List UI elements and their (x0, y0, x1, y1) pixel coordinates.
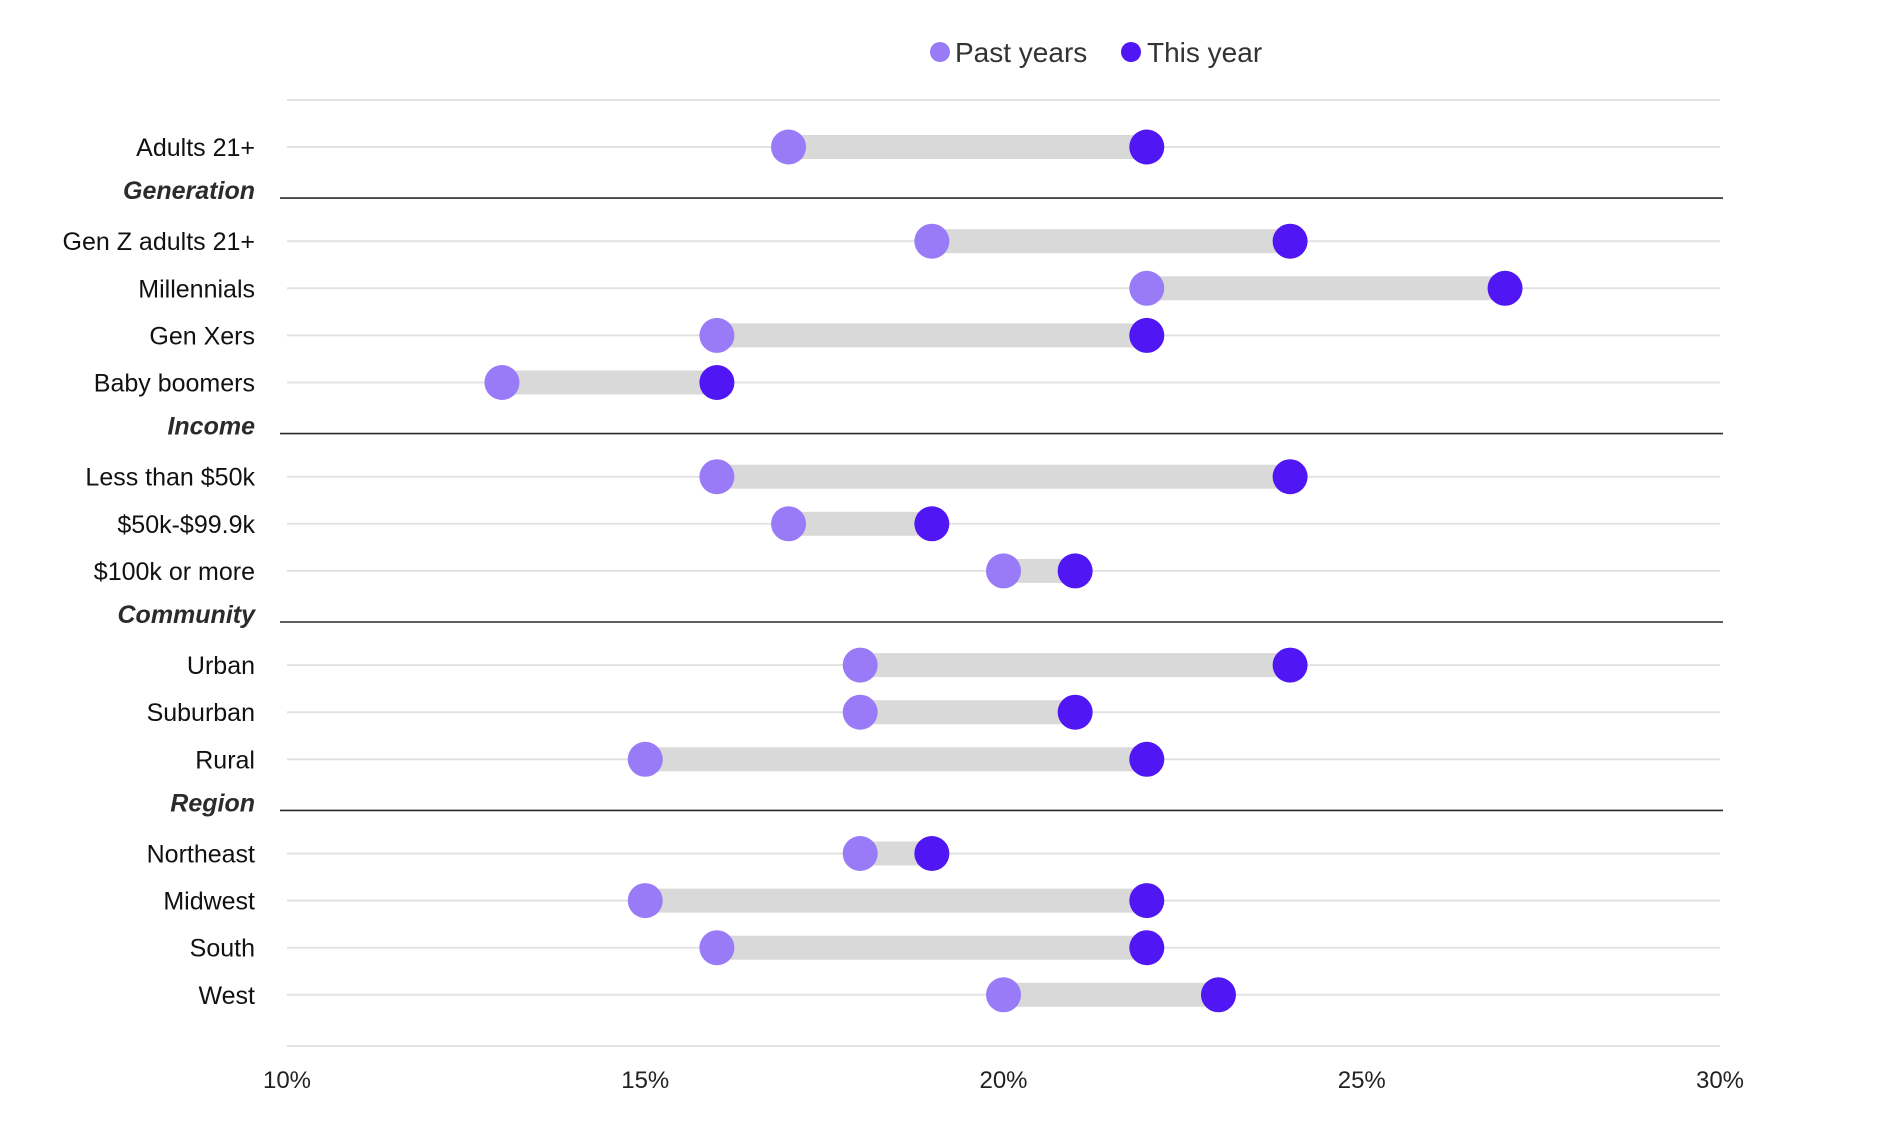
legend-this-year-marker (1121, 42, 1141, 62)
this-year-dot (914, 506, 950, 542)
group-label: Generation (123, 177, 255, 205)
row-label: Rural (195, 746, 255, 774)
connector-bar (860, 653, 1291, 678)
connector-bar (788, 511, 932, 536)
legend: Past years This year (930, 37, 1262, 68)
this-year-dot (1129, 129, 1165, 165)
connector-bar (1003, 982, 1219, 1007)
connector-bar (501, 370, 717, 395)
row-label: $100k or more (94, 558, 255, 586)
connector-bar (1146, 276, 1506, 301)
past-years-dot (771, 129, 807, 165)
this-year-dot (1129, 930, 1165, 966)
connector-bar (716, 935, 1147, 960)
past-years-dot (1129, 270, 1165, 306)
this-year-dot (1057, 553, 1093, 589)
x-tick-label: 30% (1696, 1067, 1744, 1094)
row-label: West (199, 982, 256, 1010)
row-label: Gen Xers (149, 322, 255, 350)
connector-bar (716, 464, 1291, 489)
row-label: Urban (187, 652, 255, 680)
past-years-dot (627, 741, 663, 777)
past-years-dot (771, 506, 807, 542)
past-years-dot (842, 836, 878, 871)
past-years-dot (842, 647, 878, 683)
this-year-dot (1129, 883, 1165, 919)
connector-bars (501, 135, 1506, 1007)
past-years-dot (699, 459, 735, 495)
this-year-dot (1272, 223, 1308, 259)
past-years-dot (484, 365, 520, 400)
this-year-dot (914, 836, 950, 871)
this-year-dot (699, 365, 735, 400)
this-year-dot (1272, 459, 1308, 495)
this-year-dot (1057, 694, 1093, 730)
past-years-dot (699, 930, 735, 966)
this-year-dot (1272, 647, 1308, 683)
past-years-dot (627, 883, 663, 919)
connector-bar (860, 700, 1076, 725)
x-tick-label: 20% (979, 1067, 1027, 1094)
connector-bar (716, 323, 1147, 348)
legend-this-year-label: This year (1147, 37, 1262, 68)
x-axis-ticks: 10% 15% 20% 25% 30% (263, 1067, 1744, 1094)
row-label: Northeast (147, 841, 255, 869)
row-labels: Adults 21+ Generation Gen Z adults 21+ Mill… (63, 134, 257, 1010)
data-points (484, 129, 1523, 1013)
row-label: $50k-$99.9k (117, 511, 255, 539)
x-tick-label: 15% (621, 1067, 669, 1094)
past-years-dot (986, 977, 1021, 1013)
row-label: South (190, 935, 255, 963)
past-years-dot (699, 317, 735, 353)
past-years-dot (842, 694, 878, 730)
group-label: Income (167, 413, 255, 441)
row-label: Suburban (147, 699, 255, 727)
this-year-dot (1129, 317, 1165, 353)
row-label: Gen Z adults 21+ (63, 228, 255, 256)
group-separators (280, 197, 1723, 812)
x-tick-label: 10% (263, 1067, 311, 1094)
x-tick-label: 25% (1338, 1067, 1386, 1094)
connector-bar (645, 888, 1147, 913)
connector-bar (788, 135, 1147, 159)
this-year-dot (1200, 977, 1236, 1013)
row-label: Millennials (138, 275, 255, 303)
row-label: Baby boomers (94, 370, 255, 398)
connector-bar (645, 747, 1147, 772)
this-year-dot (1129, 741, 1165, 777)
group-label: Community (118, 601, 257, 629)
group-label: Region (170, 789, 255, 817)
this-year-dot (1487, 270, 1523, 306)
legend-past-years-marker (930, 42, 950, 62)
connector-bar (931, 229, 1291, 254)
row-label: Midwest (163, 888, 255, 916)
legend-past-years-label: Past years (955, 37, 1087, 68)
past-years-dot (914, 223, 950, 259)
past-years-dot (986, 553, 1021, 589)
row-label: Less than $50k (85, 464, 255, 492)
row-label: Adults 21+ (136, 134, 255, 162)
